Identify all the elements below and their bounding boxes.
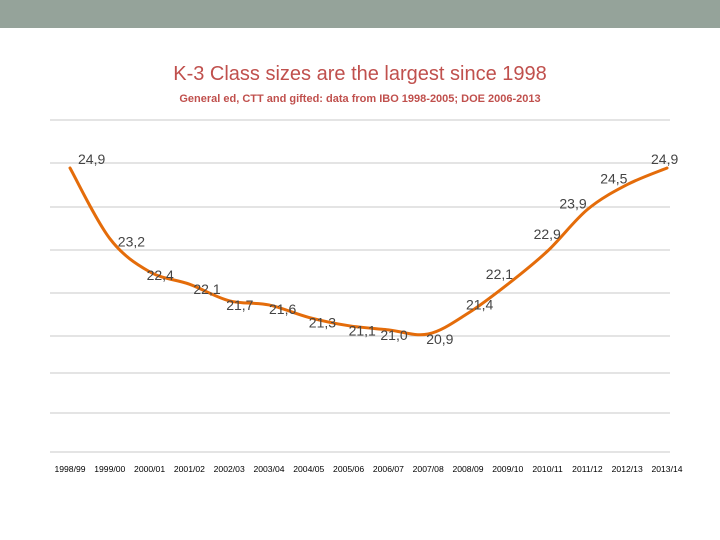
x-tick-label: 2001/02 — [174, 464, 205, 474]
data-label: 22,1 — [193, 281, 220, 297]
x-tick-label: 2007/08 — [413, 464, 444, 474]
data-label: 24,9 — [78, 151, 105, 167]
data-label: 21,3 — [309, 314, 336, 330]
data-label: 24,5 — [600, 171, 627, 187]
data-labels: 24,9 23,2 22,4 22,1 21,7 21,6 21,3 21,1 21,0 20,9… — [78, 151, 678, 347]
data-label: 22,9 — [534, 226, 561, 242]
data-label: 21,6 — [269, 301, 296, 317]
chart-subtitle: General ed, CTT and gifted: data from IB… — [179, 93, 541, 105]
x-tick-label: 2013/14 — [651, 464, 682, 474]
data-label: 21,0 — [380, 327, 407, 343]
x-tick-label: 2004/05 — [293, 464, 324, 474]
x-tick-label: 1999/00 — [94, 464, 125, 474]
series-line — [68, 166, 669, 337]
x-tick-label: 2009/10 — [492, 464, 523, 474]
data-label: 21,4 — [466, 296, 493, 312]
data-label: 23,2 — [118, 234, 145, 250]
x-tick-label: 2006/07 — [373, 464, 404, 474]
x-tick-label: 2011/12 — [572, 464, 603, 474]
data-label: 21,1 — [349, 323, 376, 339]
chart-title: K-3 Class sizes are the largest since 19… — [173, 63, 547, 85]
x-tick-label: 2012/13 — [612, 464, 643, 474]
x-tick-label: 2010/11 — [532, 464, 563, 474]
data-label: 23,9 — [559, 196, 586, 212]
data-label: 24,9 — [651, 151, 678, 167]
data-label: 21,7 — [226, 297, 253, 313]
x-tick-label: 2003/04 — [253, 464, 284, 474]
data-label: 20,9 — [426, 331, 453, 347]
x-tick-label: 2002/03 — [214, 464, 245, 474]
x-tick-label: 1998/99 — [54, 464, 85, 474]
x-tick-label: 2008/09 — [452, 464, 483, 474]
x-tick-labels: 1998/99 1999/00 2000/01 2001/02 2002/03 2003/… — [54, 464, 682, 474]
top-bar — [0, 0, 720, 28]
data-label: 22,1 — [486, 266, 513, 282]
gridlines — [50, 119, 670, 453]
x-tick-label: 2000/01 — [134, 464, 165, 474]
x-tick-label: 2005/06 — [333, 464, 364, 474]
data-label: 22,4 — [147, 267, 174, 283]
